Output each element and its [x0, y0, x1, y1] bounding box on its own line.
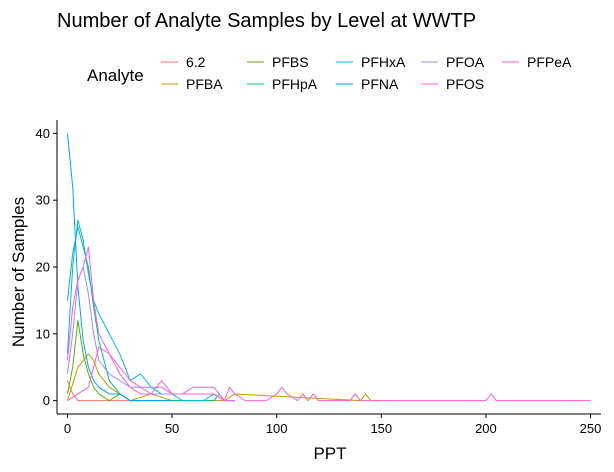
legend-item-pfhpa: PFHpA — [247, 76, 318, 92]
chart-title: Number of Analyte Samples by Level at WW… — [57, 10, 476, 32]
legend-item-pfna: PFNA — [336, 76, 399, 92]
x-tick-label: 250 — [580, 421, 602, 436]
x-axis-label: PPT — [313, 444, 346, 463]
x-tick-label: 100 — [266, 421, 288, 436]
legend: Analyte 6.2 PFBA PFBS PFHpA PFHxA PFNA PFOA PFO… — [87, 54, 572, 92]
legend-label: PFHpA — [272, 76, 318, 92]
legend-label: PFOA — [446, 54, 485, 70]
series-line-pfos — [66, 246, 235, 402]
legend-label: PFPeA — [527, 54, 572, 70]
legend-label: PFNA — [361, 76, 399, 92]
legend-item-pfpea: PFPeA — [502, 54, 572, 70]
x-tick-label: 50 — [165, 421, 179, 436]
legend-label: PFBS — [272, 54, 309, 70]
x-tick-label: 200 — [475, 421, 497, 436]
legend-item-6-2: 6.2 — [161, 54, 206, 70]
y-tick-label: 30 — [36, 193, 50, 208]
legend-item-pfos: PFOS — [421, 76, 484, 92]
legend-item-pfba: PFBA — [161, 76, 223, 92]
legend-label: PFBA — [186, 76, 223, 92]
series-line-6-2 — [66, 380, 131, 402]
legend-label: PFHxA — [361, 54, 406, 70]
series-line-pfhpa — [66, 226, 235, 402]
series-line-pfhxa — [66, 219, 235, 402]
x-tick-label: 150 — [370, 421, 392, 436]
x-tick-label: 0 — [64, 421, 71, 436]
legend-item-pfoa: PFOA — [421, 54, 485, 70]
legend-label: 6.2 — [186, 54, 206, 70]
series-line-pfpea — [67, 346, 591, 402]
y-tick-label: 0 — [43, 393, 50, 408]
y-tick-label: 20 — [36, 260, 50, 275]
y-ticks: 0 10 20 30 40 — [36, 126, 57, 408]
y-axis-label: Number of Samples — [9, 197, 28, 347]
legend-label: PFOS — [446, 76, 484, 92]
legend-item-pfbs: PFBS — [247, 54, 309, 70]
legend-title: Analyte — [87, 66, 144, 85]
axes — [56, 120, 601, 415]
plot-area — [66, 133, 591, 402]
legend-item-pfhxa: PFHxA — [336, 54, 406, 70]
x-ticks: 0 50 100 150 200 250 — [64, 414, 602, 436]
y-tick-label: 40 — [36, 126, 50, 141]
y-tick-label: 10 — [36, 326, 50, 341]
series-line-pfna — [66, 133, 173, 402]
